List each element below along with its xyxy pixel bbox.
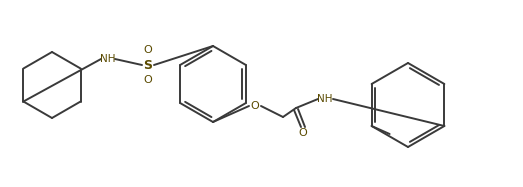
Text: O: O: [144, 75, 152, 85]
Text: S: S: [143, 59, 153, 71]
Text: O: O: [144, 45, 152, 55]
Text: O: O: [251, 101, 259, 111]
Text: O: O: [299, 128, 308, 138]
Text: NH: NH: [317, 94, 333, 104]
Text: NH: NH: [100, 54, 116, 64]
